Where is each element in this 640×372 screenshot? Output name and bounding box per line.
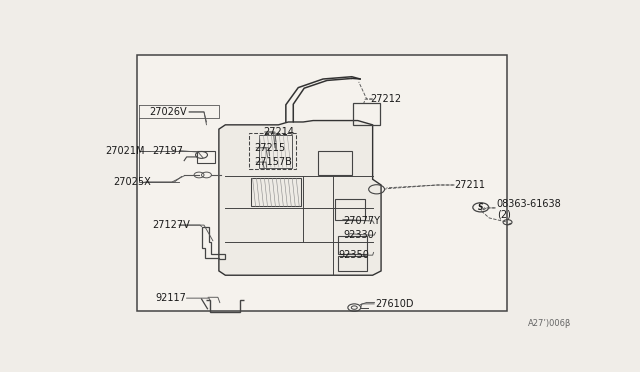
- Bar: [338, 236, 367, 254]
- Bar: [353, 103, 380, 125]
- Bar: [338, 256, 367, 271]
- Text: 27610D: 27610D: [375, 299, 413, 309]
- Polygon shape: [219, 121, 381, 275]
- Text: A27’)006β: A27’)006β: [527, 319, 571, 328]
- Text: (2): (2): [497, 209, 511, 219]
- Text: 27025X: 27025X: [114, 177, 152, 187]
- Bar: [259, 135, 292, 168]
- Text: 08363-61638: 08363-61638: [497, 199, 561, 209]
- Bar: [251, 179, 301, 206]
- Text: S: S: [478, 203, 483, 212]
- Text: 27212: 27212: [370, 94, 401, 104]
- Circle shape: [473, 203, 489, 212]
- Bar: [196, 151, 216, 163]
- Text: 27197: 27197: [152, 145, 183, 155]
- Text: 27211: 27211: [454, 180, 486, 190]
- Text: 27127V: 27127V: [152, 220, 189, 230]
- Text: 27026V: 27026V: [149, 107, 187, 117]
- Text: 92350: 92350: [338, 250, 369, 260]
- Text: 92330: 92330: [343, 230, 374, 240]
- Text: 27157B: 27157B: [255, 157, 292, 167]
- Text: 27077Y: 27077Y: [343, 216, 380, 226]
- Text: 27215: 27215: [255, 143, 285, 153]
- Text: 92117: 92117: [156, 293, 187, 303]
- Bar: [318, 151, 352, 175]
- Bar: [335, 199, 365, 220]
- Text: 27214: 27214: [264, 127, 294, 137]
- Bar: [249, 132, 296, 169]
- Text: 27021M: 27021M: [105, 145, 144, 155]
- Bar: [137, 55, 507, 311]
